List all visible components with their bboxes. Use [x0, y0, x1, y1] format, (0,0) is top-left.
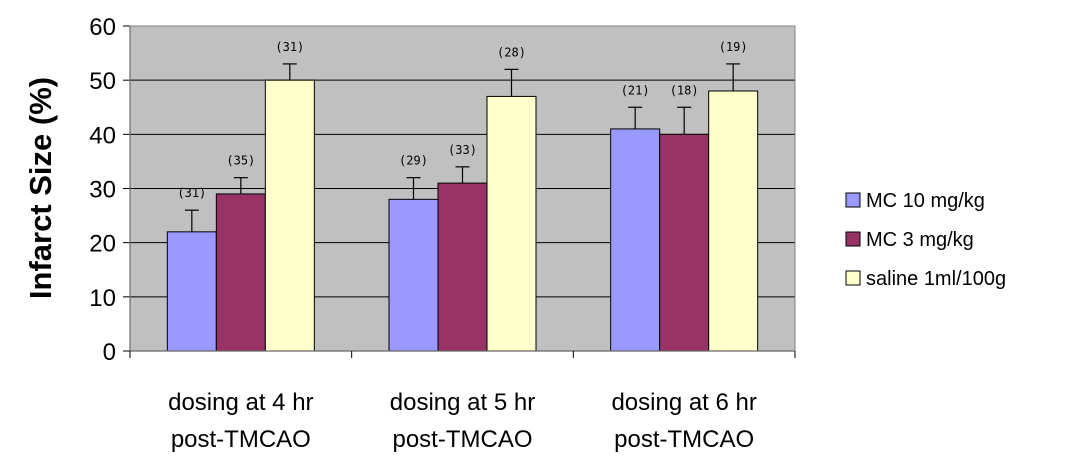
legend-swatch: [845, 192, 861, 208]
sample-size-label: (28): [497, 45, 526, 59]
sample-size-label: (19): [719, 40, 748, 54]
legend-label: saline 1ml/100g: [866, 268, 1006, 290]
bars: [166, 79, 759, 352]
x-category-label: post-TMCAO: [614, 426, 754, 453]
sample-size-label: (29): [399, 154, 428, 168]
y-tick-labels: 0 10 20 30 40 50 60: [89, 14, 116, 366]
legend-label: MC 3 mg/kg: [866, 229, 974, 251]
bar: [215, 193, 266, 352]
bar: [166, 231, 217, 352]
y-tick-label: 10: [89, 285, 116, 312]
x-category-label: post-TMCAO: [392, 426, 532, 453]
y-tick-label: 20: [89, 231, 116, 258]
legend-swatch: [845, 231, 861, 247]
sample-size-label: (31): [275, 40, 304, 54]
sample-size-labels: (31) (35) (31) (29) (33) (28) (21) (18) (19): [177, 40, 747, 200]
error-bars: [184, 63, 741, 232]
y-tick-label: 40: [89, 122, 116, 149]
sample-size-label: (35): [226, 154, 255, 168]
sample-size-label: (33): [448, 143, 477, 157]
x-category-label: dosing at 6 hr: [611, 389, 756, 416]
sample-size-label: (31): [177, 186, 206, 200]
y-axis-label: Infarct Size (%): [23, 77, 58, 299]
bar: [388, 198, 439, 352]
bar: [659, 133, 710, 352]
legend-label: MC 10 mg/kg: [866, 190, 985, 212]
bar: [437, 182, 488, 352]
sample-size-label: (18): [670, 83, 699, 97]
y-tick-label: 0: [103, 339, 116, 366]
y-tick-label: 50: [89, 68, 116, 95]
x-category-label: dosing at 5 hr: [390, 389, 535, 416]
y-tick-label: 60: [89, 14, 116, 41]
x-category-labels: dosing at 4 hr post-TMCAO dosing at 5 hr po…: [168, 389, 757, 453]
legend: MC 10 mg/kg MC 3 mg/kg saline 1ml/100g: [845, 190, 1006, 290]
bar: [264, 79, 315, 352]
legend-swatch: [845, 270, 861, 286]
bar: [486, 95, 537, 352]
x-category-label: post-TMCAO: [171, 426, 311, 453]
axes: [123, 25, 796, 358]
bar: [708, 90, 759, 352]
sample-size-label: (21): [621, 83, 650, 97]
y-tick-label: 30: [89, 177, 116, 204]
x-category-label: dosing at 4 hr: [168, 389, 313, 416]
bar: [610, 128, 661, 352]
plot-border: [129, 25, 796, 352]
